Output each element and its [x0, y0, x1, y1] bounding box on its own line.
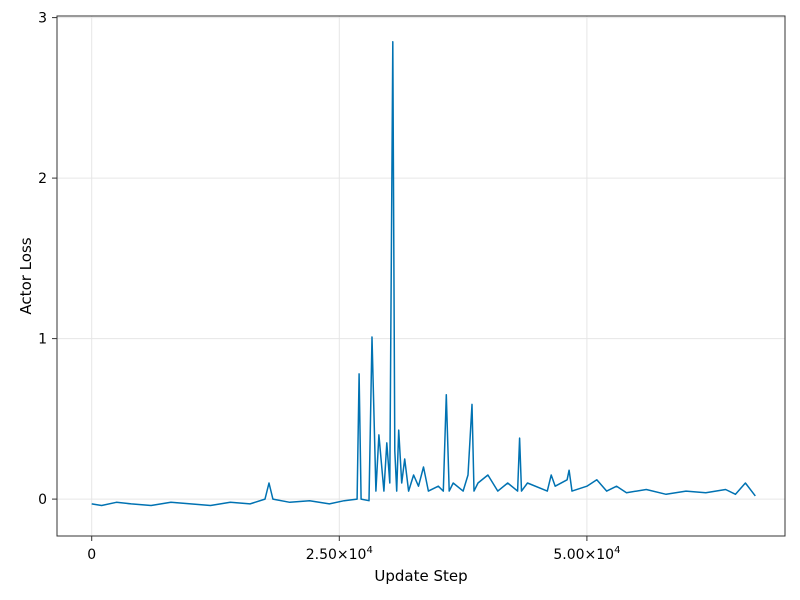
y-tick-label: 2	[38, 171, 47, 187]
y-axis-label: Actor Loss	[17, 237, 35, 314]
x-axis-label: Update Step	[374, 567, 467, 585]
x-tick-label: 2.50×104	[306, 545, 373, 563]
x-tick-label: 0	[87, 547, 96, 563]
plot-area	[57, 16, 785, 536]
y-tick-label: 0	[38, 492, 47, 508]
y-axis: 0 1 2 3	[38, 11, 57, 508]
x-tick-label: 5.00×104	[553, 545, 620, 563]
x-axis: 0 2.50×104 5.00×104	[87, 536, 620, 563]
y-tick-label: 1	[38, 332, 47, 348]
series-layer	[91, 40, 756, 507]
y-tick-label: 3	[38, 11, 47, 27]
series-line	[91, 40, 756, 507]
grid	[57, 16, 785, 536]
plot-frame	[56, 15, 786, 537]
